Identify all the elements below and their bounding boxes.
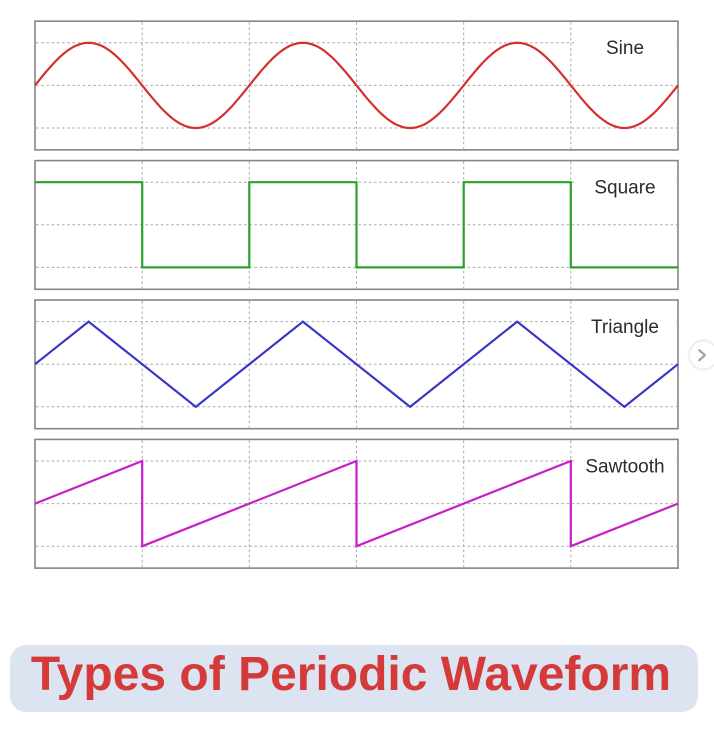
svg-text:Types of Periodic Waveform: Types of Periodic Waveform: [31, 648, 671, 701]
svg-text:Sawtooth: Sawtooth: [585, 456, 664, 477]
svg-text:Square: Square: [594, 178, 655, 199]
svg-text:Triangle: Triangle: [591, 317, 659, 338]
svg-text:Sine: Sine: [606, 38, 644, 59]
